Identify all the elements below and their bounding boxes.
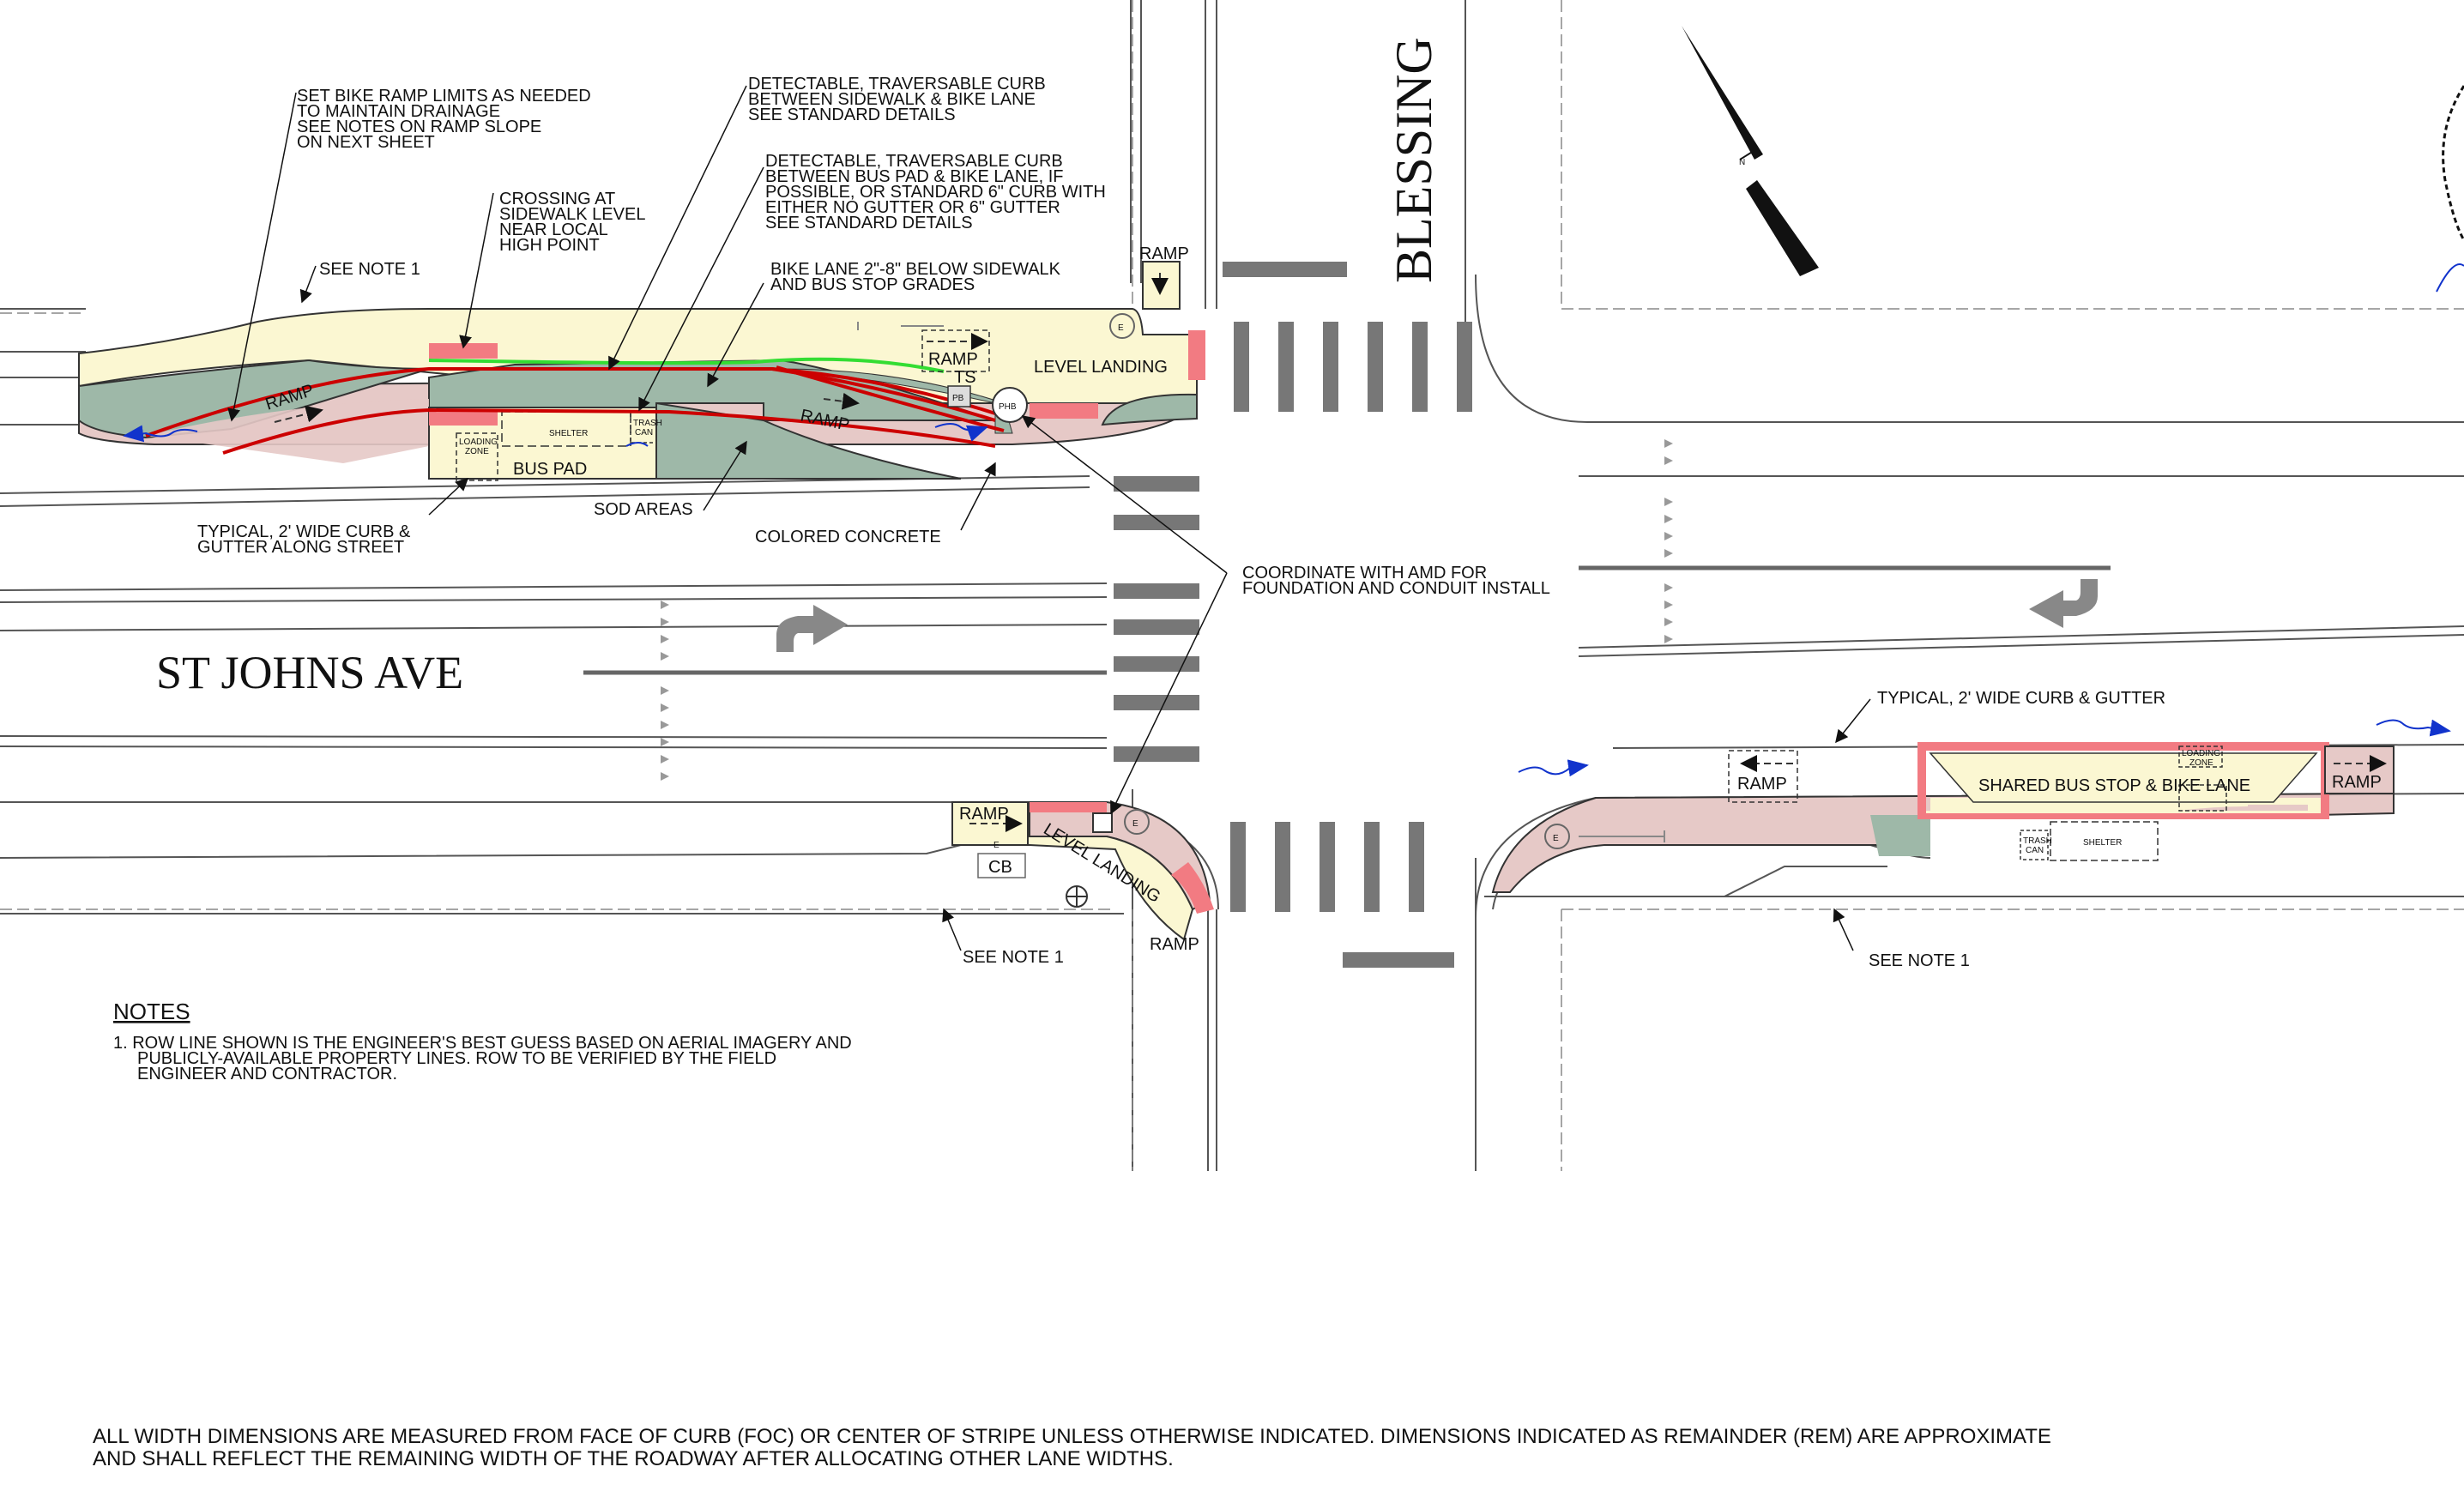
label-loading-zone-se: LOADING ZONE <box>2182 749 2223 768</box>
label-e-sw: E <box>1132 819 1138 829</box>
nw-pb-box <box>947 385 971 407</box>
sw-cb <box>977 853 1026 878</box>
footer-note: ALL WIDTH DIMENSIONS ARE MEASURED FROM F… <box>93 1425 2057 1470</box>
se-trash-can <box>2020 830 2049 860</box>
callout-bike-ramp-limits: SET BIKE RAMP LIMITS AS NEEDED TO MAINTA… <box>297 87 595 152</box>
leader-lines <box>227 85 1871 951</box>
se-shelter <box>2050 821 2159 861</box>
ramp-line-lower <box>222 407 996 455</box>
label-ts: TS <box>954 368 976 387</box>
nw-bus-pad <box>428 407 657 480</box>
nw-bus-stop <box>78 261 1205 481</box>
sw-e-marker <box>1124 809 1150 835</box>
callout-see-note-1-se: SEE NOTE 1 <box>1869 951 1970 970</box>
se-bus-stop <box>1491 719 2451 893</box>
label-pb: PB <box>952 394 964 403</box>
notes-item-1: 1. ROW LINE SHOWN IS THE ENGINEER'S BEST… <box>113 1034 856 1084</box>
callout-typical-curb-gutter: TYPICAL, 2' WIDE CURB & GUTTER <box>1877 689 2165 708</box>
se-bike-lane <box>1491 792 2395 893</box>
label-trash-can-nw: TRASH CAN <box>633 419 665 438</box>
label-e-se: E <box>1553 834 1559 843</box>
label-ramp-nw-box: RAMP <box>928 350 978 369</box>
turn-arrow-left <box>776 605 848 652</box>
street-name-main: ST JOHNS AVE <box>156 647 463 698</box>
callout-see-note-1-top: SEE NOTE 1 <box>319 260 420 279</box>
edge-detail-loop <box>2436 85 2464 293</box>
ramp-line-upper-right <box>771 367 996 422</box>
label-shelter-se: SHELTER <box>2083 838 2122 848</box>
nw-e-marker <box>1109 313 1135 339</box>
flow-arrow-se-left <box>1518 759 1589 777</box>
nw-crossing-upper <box>429 343 498 359</box>
callout-curb-buspad-bike: DETECTABLE, TRAVERSABLE CURB BETWEEN BUS… <box>765 152 1110 232</box>
yield-markings-west <box>661 601 669 781</box>
green-curb-line <box>428 357 945 373</box>
notes-heading: NOTES <box>113 999 190 1024</box>
callout-sod-areas: SOD AREAS <box>594 500 693 519</box>
label-loading-zone-nw: LOADING ZONE <box>459 438 500 456</box>
callout-curb-sidewalk-bike: DETECTABLE, TRAVERSABLE CURB BETWEEN SID… <box>748 75 1050 124</box>
crosswalk-south <box>1230 822 1454 968</box>
label-phb: PHB <box>999 402 1017 412</box>
label-ramp-ne: RAMP <box>1139 244 1189 263</box>
crosswalk-north <box>1223 262 1472 412</box>
label-e-nw: E <box>1118 323 1124 333</box>
se-sod-strip <box>1870 815 1930 856</box>
callout-see-note-1-sw: SEE NOTE 1 <box>963 948 1064 967</box>
label-ramp-sw-bottom: RAMP <box>1150 935 1199 954</box>
nw-east-crossing <box>1188 330 1205 380</box>
sw-crossing-top <box>1030 802 1107 812</box>
nw-phb <box>992 387 1028 423</box>
crosswalk-west <box>1114 476 1199 762</box>
ramp-line-upper <box>145 367 996 438</box>
label-ramp-sw-left: RAMP <box>959 805 1009 824</box>
yield-markings-east <box>1664 439 1673 643</box>
label-level-landing-nw: LEVEL LANDING <box>1034 358 1168 377</box>
label-bus-pad: BUS PAD <box>513 460 587 479</box>
svg-text:N: N <box>1739 158 1745 167</box>
nw-ramp-ne <box>1142 261 1181 310</box>
flow-arrow-nw-right <box>934 423 988 442</box>
nw-bike-ramp-left-shade <box>146 399 429 463</box>
se-e-marker <box>1544 824 1570 849</box>
callout-coordinate-amd: COORDINATE WITH AMD FOR FOUNDATION AND C… <box>1242 564 1550 598</box>
street-name-cross: BLESSING <box>1386 37 1442 283</box>
label-trash-can-se: TRASH CAN <box>2023 836 2055 855</box>
turn-arrow-right <box>2029 579 2098 628</box>
row-lines <box>0 0 2464 1171</box>
label-ramp-se-left: RAMP <box>1737 775 1787 794</box>
callout-colored-concrete: COLORED CONCRETE <box>755 528 941 546</box>
label-e-sw-faint: E <box>993 841 999 850</box>
nw-crossing-lower <box>429 410 498 426</box>
sw-signal <box>1092 812 1113 833</box>
ramp-arrows <box>274 273 2387 832</box>
se-trap-shape <box>1929 752 2318 803</box>
se-sidewalk-band <box>1926 811 2321 813</box>
se-ramp-left-box <box>1728 750 1798 803</box>
label-shelter-nw: SHELTER <box>549 429 588 438</box>
sw-crossing-east <box>1171 862 1214 914</box>
nw-sod-right <box>655 401 962 480</box>
north-arrow: N <box>1682 26 1819 276</box>
callout-crossing: CROSSING AT SIDEWALK LEVEL NEAR LOCAL HI… <box>499 190 649 255</box>
nw-ramp-box <box>921 329 990 372</box>
flow-arrow-nw-left <box>123 425 198 443</box>
nw-loading-zone <box>456 432 498 481</box>
callout-bike-lane-below: BIKE LANE 2"-8" BELOW SIDEWALK AND BUS S… <box>770 260 1066 294</box>
se-loading-zone <box>2178 745 2223 768</box>
callout-typical-curb-street: TYPICAL, 2' WIDE CURB & GUTTER ALONG STR… <box>197 522 415 557</box>
se-dashed-box <box>2178 784 2227 812</box>
label-ramp-se-right: RAMP <box>2332 773 2382 792</box>
nw-landing-crossing <box>1030 403 1098 419</box>
label-shared-bus-stop: SHARED BUS STOP & BIKE LANE <box>1978 776 2250 795</box>
label-cb: CB <box>988 858 1012 877</box>
flow-arrow-nw-mid <box>625 442 649 447</box>
lane-stripes <box>583 565 2111 675</box>
flow-arrow-se-right <box>2376 719 2451 737</box>
